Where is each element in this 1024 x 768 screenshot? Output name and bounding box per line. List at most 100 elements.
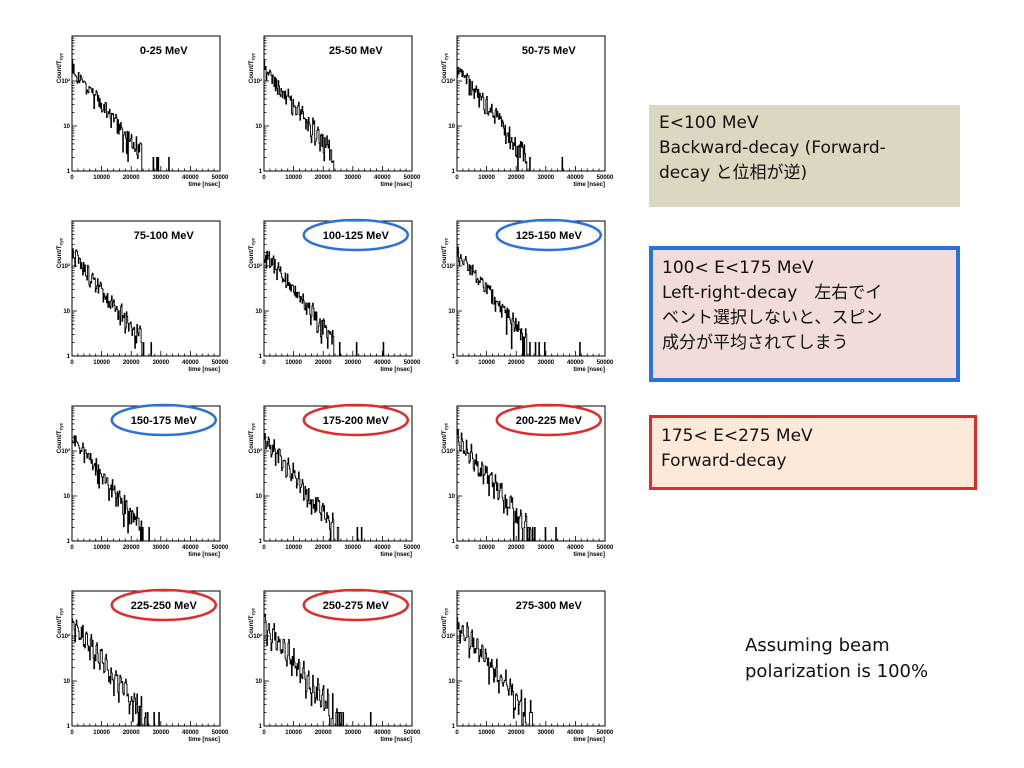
x-axis-title: time [nsec] xyxy=(380,552,412,558)
y-axis-title: Count/Tcyc xyxy=(442,237,449,268)
x-tick-label: 40000 xyxy=(374,360,391,366)
x-tick-label: 50000 xyxy=(597,545,614,551)
x-tick-label: 50000 xyxy=(404,545,421,551)
x-tick-label: 20000 xyxy=(315,730,332,736)
x-tick-label: 0 xyxy=(70,175,74,181)
panel-title: 0-25 MeV xyxy=(140,45,188,57)
x-tick-label: 40000 xyxy=(374,730,391,736)
x-tick-label: 20000 xyxy=(315,545,332,551)
x-tick-label: 0 xyxy=(262,360,266,366)
polarization-footnote: Assuming beam polarization is 100% xyxy=(745,633,985,685)
note-left-right-decay: 100< E<175 MeV Left-right-decay 左右でイ ベント… xyxy=(649,246,960,382)
y-tick-label: 10² xyxy=(61,633,70,640)
panel-title: 275-300 MeV xyxy=(516,600,583,612)
x-axis-title: time [nsec] xyxy=(188,182,220,188)
x-tick-label: 20000 xyxy=(508,360,525,366)
x-tick-label: 40000 xyxy=(567,730,584,736)
histogram-panel: 1 10 10² 0 10000 20000 30000 40000 50000 time [ns… xyxy=(247,585,425,750)
note-line: 成分が平均されてしまう xyxy=(662,333,849,353)
x-tick-label: 40000 xyxy=(182,360,199,366)
y-tick-label: 1 xyxy=(67,169,71,175)
x-tick-label: 0 xyxy=(455,730,459,736)
x-tick-label: 20000 xyxy=(508,175,525,181)
panel-title: 200-225 MeV xyxy=(516,415,583,427)
x-tick-label: 30000 xyxy=(152,360,169,366)
highlight-ellipse xyxy=(495,218,603,252)
x-tick-label: 20000 xyxy=(123,545,140,551)
y-tick-label: 10² xyxy=(446,263,455,270)
x-tick-label: 40000 xyxy=(567,175,584,181)
x-tick-label: 30000 xyxy=(344,730,361,736)
y-tick-label: 1 xyxy=(452,724,456,730)
y-axis-title: Count/Tcyc xyxy=(57,607,64,638)
x-tick-label: 0 xyxy=(70,545,74,551)
panel-title: 75-100 MeV xyxy=(134,230,195,242)
plot-frame xyxy=(263,590,413,727)
y-tick-label: 10² xyxy=(253,263,262,270)
x-tick-label: 20000 xyxy=(123,360,140,366)
x-tick-label: 0 xyxy=(70,730,74,736)
y-tick-label: 10² xyxy=(253,448,262,455)
histogram-panel: 1 10 10² 0 10000 20000 30000 40000 50000 time [ns… xyxy=(55,400,233,565)
note-line: Left-right-decay 左右でイ xyxy=(662,283,883,303)
x-axis-title: time [nsec] xyxy=(573,182,605,188)
y-tick-label: 1 xyxy=(452,354,456,360)
y-tick-label: 1 xyxy=(259,354,263,360)
note-line: 100< E<175 MeV xyxy=(662,258,814,278)
x-axis-title: time [nsec] xyxy=(573,552,605,558)
series-line xyxy=(457,429,605,542)
histogram-grid: 1 10 10² 0 10000 20000 30000 40000 50000 time [ns… xyxy=(55,35,618,750)
x-axis-title: time [nsec] xyxy=(188,737,220,743)
plot-frame xyxy=(456,220,606,357)
y-tick-label: 10 xyxy=(255,494,262,500)
series-line xyxy=(72,435,220,542)
x-tick-label: 40000 xyxy=(182,545,199,551)
series-line xyxy=(72,618,220,727)
y-tick-label: 10 xyxy=(448,124,455,130)
plot-frame xyxy=(71,590,221,727)
y-tick-label: 10 xyxy=(63,679,70,685)
x-tick-label: 40000 xyxy=(374,545,391,551)
y-tick-label: 10 xyxy=(448,494,455,500)
panel-title: 125-150 MeV xyxy=(516,230,583,242)
x-tick-label: 0 xyxy=(455,545,459,551)
x-tick-label: 40000 xyxy=(182,730,199,736)
x-tick-label: 50000 xyxy=(212,730,229,736)
y-tick-label: 10 xyxy=(63,309,70,315)
histogram-panel: 1 10 10² 0 10000 20000 30000 40000 50000 time [ns… xyxy=(440,215,618,380)
y-tick-label: 1 xyxy=(452,539,456,545)
plot-frame xyxy=(456,35,606,172)
y-axis-title: Count/Tcyc xyxy=(442,422,449,453)
y-tick-label: 1 xyxy=(259,539,263,545)
y-tick-label: 10 xyxy=(255,124,262,130)
x-tick-label: 40000 xyxy=(374,175,391,181)
y-tick-label: 1 xyxy=(259,169,263,175)
y-tick-label: 1 xyxy=(67,724,71,730)
x-tick-label: 30000 xyxy=(152,730,169,736)
note-line: ベント選択しないと、スピン xyxy=(662,308,883,328)
x-axis-title: time [nsec] xyxy=(380,737,412,743)
x-axis-title: time [nsec] xyxy=(188,367,220,373)
highlight-ellipse xyxy=(110,588,218,622)
x-tick-label: 50000 xyxy=(212,175,229,181)
panel-title: 175-200 MeV xyxy=(323,415,390,427)
series-line xyxy=(72,248,220,357)
panel-title: 25-50 MeV xyxy=(329,45,383,57)
y-tick-label: 10² xyxy=(253,633,262,640)
x-tick-label: 10000 xyxy=(93,360,110,366)
x-tick-label: 40000 xyxy=(567,545,584,551)
x-tick-label: 10000 xyxy=(93,730,110,736)
x-axis-title: time [nsec] xyxy=(573,737,605,743)
x-tick-label: 30000 xyxy=(152,175,169,181)
x-tick-label: 30000 xyxy=(344,360,361,366)
plot-frame xyxy=(263,220,413,357)
x-tick-label: 10000 xyxy=(478,360,495,366)
